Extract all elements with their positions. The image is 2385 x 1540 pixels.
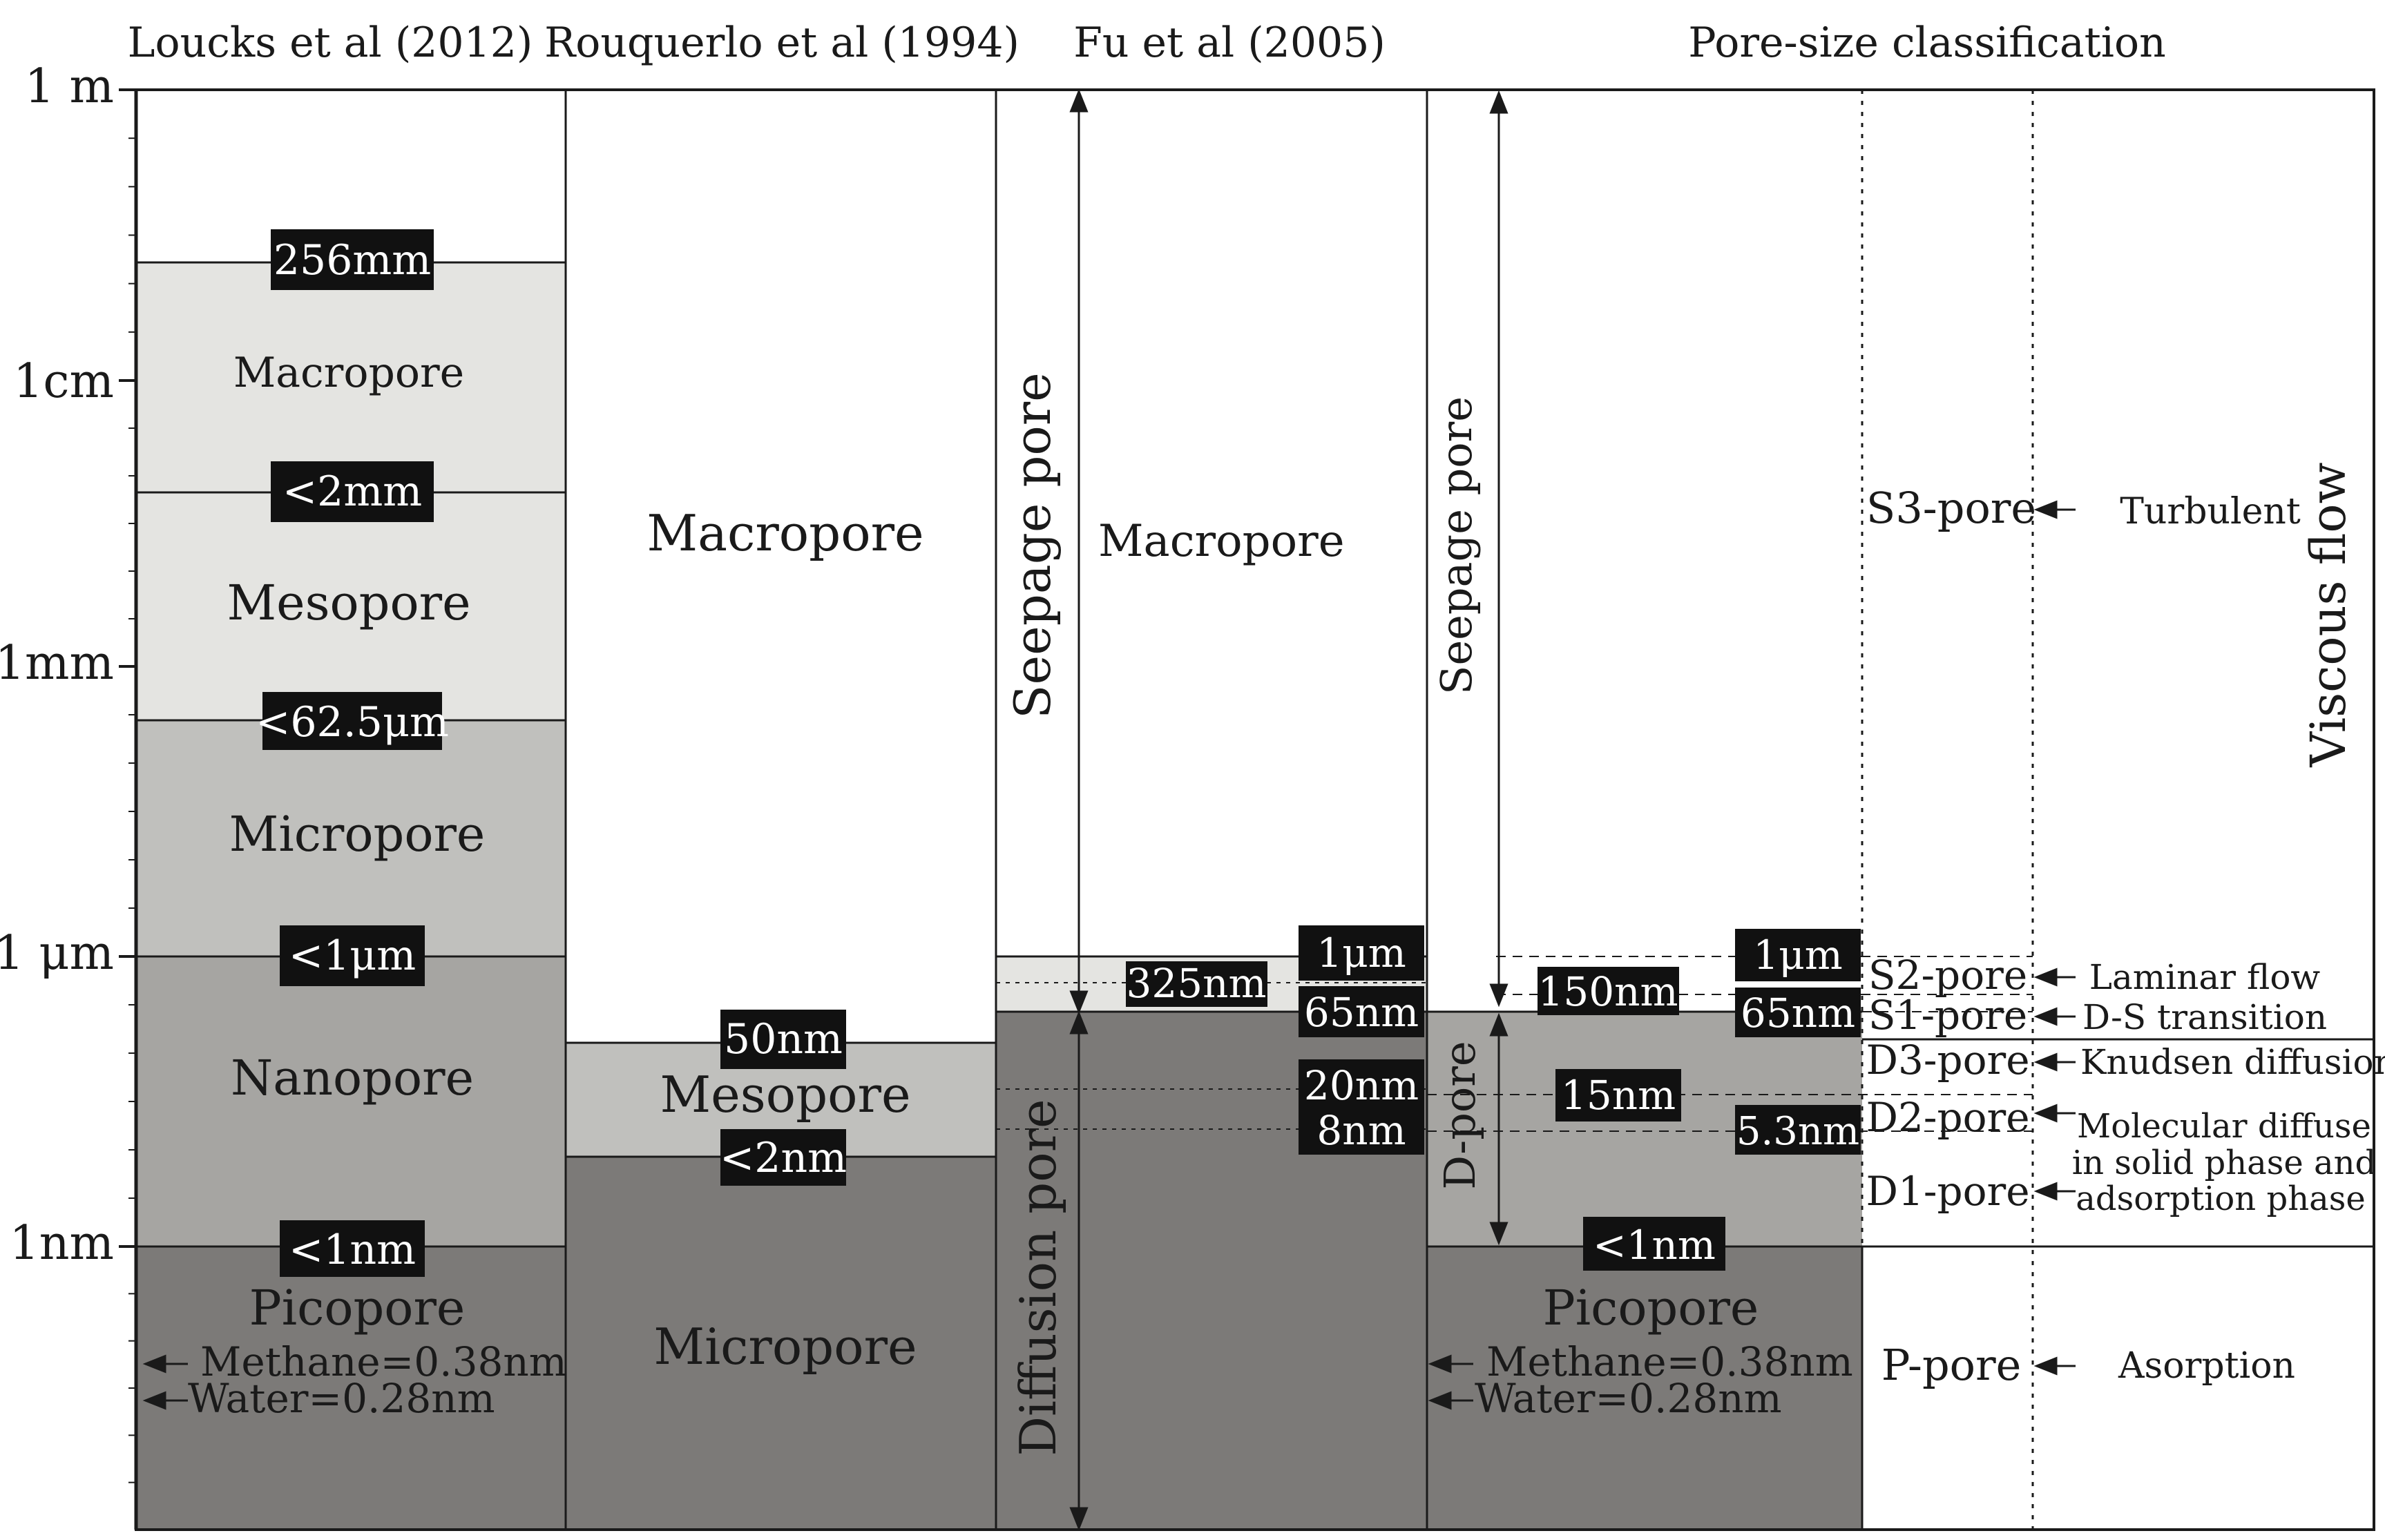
svg-text:<1nm: <1nm <box>1593 1222 1716 1269</box>
fu-boundary-1um: 1μm <box>1299 925 1424 981</box>
size-axis: 1 m 1cm 1mm 1 μm 1nm <box>0 59 138 1530</box>
flow-asorption: Asorption <box>2118 1345 2295 1387</box>
flow-viscous-label: Viscous flow <box>2300 463 2357 768</box>
loucks-band-nanopore <box>136 956 566 1247</box>
cls-water-label: Water=0.28nm <box>1475 1375 1782 1422</box>
fu-boundary-20nm: 20nm <box>1299 1059 1424 1110</box>
rouquerlo-mesopore-label: Mesopore <box>660 1066 910 1124</box>
header-classification: Pore-size classification <box>1688 19 2166 67</box>
cls-boundary-65nm: 65nm <box>1735 988 1861 1037</box>
loucks-boundary-1nm: <1nm <box>280 1220 425 1277</box>
cls-boundary-1um: 1μm <box>1735 929 1861 981</box>
rouquerlo-macropore-label: Macropore <box>646 504 923 562</box>
loucks-mesopore-label: Mesopore <box>227 575 470 631</box>
loucks-band-micropore <box>136 720 566 956</box>
pore-d1: D1-pore <box>1866 1168 2029 1215</box>
cls-boundary-150nm: 150nm <box>1538 967 1679 1015</box>
header-rouquerlo: Rouquerlo et al (1994) <box>544 19 1019 67</box>
loucks-band-picopore <box>136 1247 566 1530</box>
loucks-picopore-label: Picopore <box>249 1280 466 1336</box>
svg-text:50nm: 50nm <box>724 1015 843 1063</box>
pore-s2: S2-pore <box>1868 952 2027 999</box>
svg-text:20nm: 20nm <box>1304 1062 1419 1109</box>
loucks-boundary-256mm: 256mm <box>271 229 434 290</box>
fu-boundary-325nm: 325nm <box>1126 960 1267 1007</box>
axis-tick-1cm: 1cm <box>13 354 114 409</box>
pore-p: P-pore <box>1881 1340 2022 1390</box>
loucks-band-macropore <box>136 262 566 492</box>
loucks-micropore-label: Micropore <box>229 806 486 863</box>
loucks-band-mesopore <box>136 492 566 720</box>
svg-text:5.3nm: 5.3nm <box>1736 1109 1859 1154</box>
cls-boundary-1nm: <1nm <box>1583 1217 1725 1271</box>
header-loucks: Loucks et al (2012) <box>128 19 533 67</box>
flow-laminar: Laminar flow <box>2089 957 2321 997</box>
svg-text:256mm: 256mm <box>274 236 431 285</box>
svg-text:325nm: 325nm <box>1126 960 1266 1007</box>
pore-d3: D3-pore <box>1866 1037 2029 1084</box>
cls-seepage-label: Seepage pore <box>1431 396 1482 695</box>
svg-text:1μm: 1μm <box>1316 930 1406 976</box>
pore-s1: S1-pore <box>1868 992 2027 1039</box>
cls-boundary-5-3nm: 5.3nm <box>1735 1105 1861 1155</box>
loucks-methane-label: Methane=0.38nm <box>200 1338 567 1385</box>
fu-diffusion-label: Diffusion pore <box>1009 1099 1067 1456</box>
loucks-boundary-1um: <1μm <box>280 925 425 986</box>
flow-ds-transition: D-S transition <box>2082 997 2327 1037</box>
svg-text:1μm: 1μm <box>1753 932 1843 979</box>
loucks-macropore-label: Macropore <box>233 349 464 397</box>
pore-s3: S3-pore <box>1866 483 2036 533</box>
pore-d2: D2-pore <box>1866 1094 2029 1141</box>
loucks-water-label: Water=0.28nm <box>188 1375 495 1422</box>
svg-text:65nm: 65nm <box>1741 990 1855 1037</box>
axis-tick-1um: 1 μm <box>0 926 114 981</box>
loucks-nanopore-label: Nanopore <box>231 1050 474 1106</box>
svg-text:15nm: 15nm <box>1561 1072 1676 1119</box>
loucks-boundary-62-5um: <62.5μm <box>256 692 449 750</box>
cls-methane-label: Methane=0.38nm <box>1486 1338 1853 1385</box>
flow-molecular-line1: Molecular diffuse <box>2077 1107 2371 1146</box>
svg-text:<2nm: <2nm <box>720 1134 847 1182</box>
cls-boundary-15nm: 15nm <box>1555 1069 1681 1122</box>
fu-seepage-label: Seepage pore <box>1004 372 1062 719</box>
svg-text:<62.5μm: <62.5μm <box>256 698 449 747</box>
svg-text:65nm: 65nm <box>1304 989 1419 1036</box>
axis-tick-1m: 1 m <box>25 59 114 114</box>
flow-turbulent: Turbulent <box>2120 491 2301 532</box>
rouquerlo-boundary-50nm: 50nm <box>720 1010 846 1069</box>
fu-macropore-label: Macropore <box>1098 516 1345 567</box>
header-fu: Fu et al (2005) <box>1073 19 1386 67</box>
flow-knudsen: Knudsen diffusion <box>2080 1042 2385 1082</box>
fu-boundary-65nm: 65nm <box>1299 986 1424 1037</box>
svg-text:<2mm: <2mm <box>282 468 422 516</box>
rouquerlo-micropore-label: Micropore <box>653 1318 917 1376</box>
svg-text:<1μm: <1μm <box>289 932 416 980</box>
svg-text:<1nm: <1nm <box>289 1226 416 1274</box>
axis-tick-1nm: 1nm <box>9 1216 114 1271</box>
rouquerlo-boundary-2nm: <2nm <box>720 1129 847 1186</box>
axis-tick-1mm: 1mm <box>0 636 114 691</box>
cls-dpore-label: D-pore <box>1435 1041 1485 1189</box>
flow-molecular-line2: in solid phase and <box>2072 1144 2377 1182</box>
svg-text:150nm: 150nm <box>1538 968 1678 1015</box>
cls-picopore-label: Picopore <box>1543 1280 1759 1336</box>
fu-boundary-8nm: 8nm <box>1299 1105 1424 1155</box>
svg-text:8nm: 8nm <box>1316 1107 1406 1154</box>
loucks-boundary-2mm: <2mm <box>271 461 434 522</box>
rouquerlo-band-micropore <box>566 1157 996 1530</box>
flow-molecular-line3: adsorption phase <box>2076 1180 2366 1218</box>
cls-band-picopore <box>1427 1247 1862 1530</box>
